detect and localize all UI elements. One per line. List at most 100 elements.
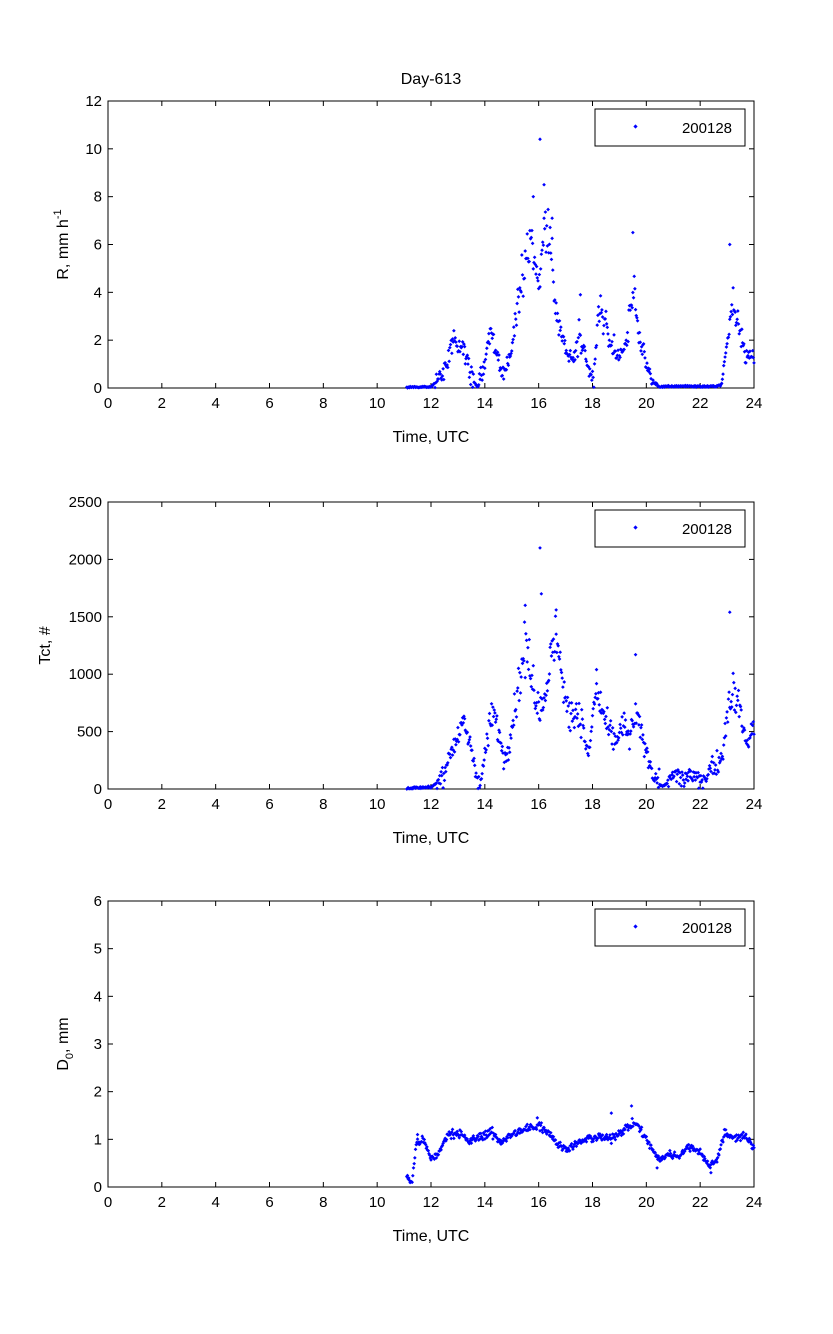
data-point: [620, 715, 624, 719]
x-tick-label: 24: [746, 395, 763, 412]
data-point: [455, 1129, 460, 1134]
data-point: [515, 689, 519, 693]
data-point: [534, 1127, 539, 1132]
data-point: [624, 343, 629, 348]
x-tick-label: 14: [476, 796, 493, 813]
data-point: [504, 367, 509, 372]
y-tick-label: 6: [94, 893, 102, 910]
data-point: [639, 349, 643, 353]
data-point: [495, 353, 499, 357]
data-point: [719, 1142, 723, 1147]
data-point: [613, 349, 618, 354]
data-point: [509, 736, 513, 741]
data-point: [562, 341, 567, 346]
x-tick-label: 18: [584, 1194, 601, 1211]
y-tick-label: 1000: [69, 666, 102, 683]
data-point: [581, 726, 586, 730]
data-point: [441, 366, 445, 371]
data-point: [550, 236, 554, 241]
data-point: [695, 775, 700, 780]
data-point: [554, 632, 559, 636]
data-point: [534, 272, 538, 276]
data-point: [708, 766, 713, 771]
data-point: [665, 781, 670, 786]
y-tick-label: 500: [77, 724, 102, 741]
data-point: [560, 339, 565, 343]
data-point: [588, 738, 593, 743]
data-point: [638, 735, 643, 740]
data-point: [546, 207, 550, 212]
data-point: [572, 725, 577, 730]
data-point: [722, 359, 727, 364]
data-point: [617, 730, 622, 735]
data-point: [651, 378, 655, 383]
data-point: [675, 772, 680, 777]
data-point: [641, 733, 645, 737]
data-point: [734, 703, 739, 708]
data-point: [553, 614, 558, 619]
y-tick-label: 4: [94, 284, 102, 301]
data-point: [484, 352, 489, 356]
data-point: [528, 1127, 532, 1132]
data-point: [531, 267, 536, 271]
data-point: [604, 714, 608, 719]
data-point: [633, 307, 638, 312]
y-tick-label: 2: [94, 1084, 102, 1101]
data-point: [686, 778, 690, 783]
data-point: [554, 608, 559, 612]
data-point: [462, 714, 466, 719]
data-point: [463, 362, 468, 366]
x-tick-label: 22: [692, 395, 709, 412]
x-tick-label: 10: [369, 395, 386, 412]
data-point: [645, 361, 649, 365]
data-point: [674, 779, 679, 784]
data-point: [725, 720, 730, 724]
data-point: [590, 369, 595, 374]
data-point: [645, 746, 649, 751]
data-point: [630, 305, 635, 310]
data-point: [574, 1144, 579, 1149]
data-point: [731, 680, 736, 685]
data-point: [632, 274, 637, 279]
data-point: [703, 1156, 707, 1161]
data-point: [612, 333, 616, 337]
data-point: [483, 1129, 488, 1133]
data-point: [740, 724, 744, 728]
x-tick-label: 14: [476, 1194, 493, 1211]
data-point: [610, 726, 615, 730]
x-tick-label: 20: [638, 1194, 655, 1211]
data-point: [523, 603, 528, 608]
legend: 200128: [594, 908, 746, 947]
data-point: [637, 714, 642, 719]
y-axis-label: Tct, #: [37, 626, 54, 664]
data-point: [633, 652, 638, 657]
data-point: [583, 747, 588, 751]
data-point: [526, 667, 531, 672]
data-point: [515, 301, 519, 306]
data-point: [569, 1141, 574, 1146]
data-point: [594, 691, 598, 696]
data-point: [538, 546, 542, 550]
data-point: [436, 377, 441, 381]
data-point: [721, 757, 725, 761]
data-point: [554, 650, 559, 655]
data-point: [526, 645, 530, 650]
data-point: [469, 365, 474, 369]
data-point: [441, 377, 446, 382]
data-point: [736, 688, 741, 693]
data-point: [453, 336, 458, 340]
data-point: [733, 323, 738, 328]
data-point: [525, 232, 530, 236]
data-point: [710, 754, 715, 759]
data-point: [719, 381, 724, 386]
data-point: [731, 671, 735, 676]
data-point: [549, 654, 554, 658]
data-point: [512, 334, 517, 338]
y-tick-label: 8: [94, 189, 102, 206]
data-point: [439, 769, 443, 774]
data-point: [752, 361, 756, 365]
data-point: [730, 312, 735, 317]
data-point: [600, 308, 604, 312]
data-point: [445, 365, 450, 370]
data-point: [637, 723, 641, 727]
